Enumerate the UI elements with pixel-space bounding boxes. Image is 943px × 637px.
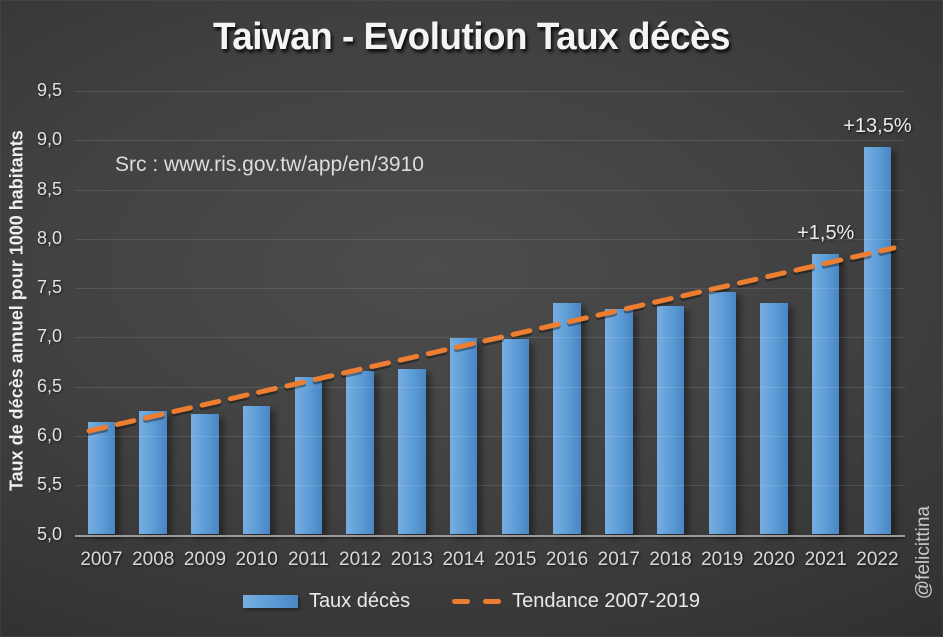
y-tick-label: 9,0: [36, 129, 62, 150]
bar-2011: [294, 376, 323, 535]
y-tick-label: 8,5: [36, 178, 62, 199]
legend-item-bars: Taux décès: [242, 590, 411, 613]
y-tick-label: 9,5: [36, 80, 62, 100]
bar-2018: [656, 305, 685, 535]
source-note: Src : www.ris.gov.tw/app/en/3910: [115, 153, 424, 176]
x-tick-label: 2009: [183, 549, 227, 570]
gridline: [75, 337, 905, 339]
x-tick-label: 2015: [494, 549, 537, 570]
bar-2008: [139, 411, 167, 535]
gridline: [75, 386, 905, 388]
chart-title: Taiwan - Evolution Taux décès: [212, 16, 731, 58]
gridline: [75, 435, 905, 437]
y-tick-label: 6,0: [36, 424, 62, 445]
x-tick-label: 2007: [80, 549, 123, 570]
annotation-2022: +13,5%: [843, 115, 912, 138]
x-tick-label: 2022: [856, 549, 899, 570]
y-tick-label: 5,0: [36, 523, 62, 544]
x-tick-label: 2011: [287, 549, 329, 570]
gridline: [75, 485, 905, 487]
bar-2009: [191, 414, 219, 535]
bar-series-swatch-icon: [242, 595, 298, 608]
bar-2017: [605, 308, 633, 535]
y-tick-label: 8,0: [36, 227, 62, 248]
bar-2021: [811, 253, 840, 535]
x-tick-label: 2019: [701, 549, 744, 570]
y-tick-label: 7,0: [36, 326, 62, 347]
gridline: [75, 288, 905, 290]
y-tick-label: 7,5: [36, 277, 62, 298]
legend: Taux décès Tendance 2007-2019: [0, 590, 943, 613]
legend-label-trend: Tendance 2007-2019: [512, 590, 701, 612]
x-tick-label: 2008: [132, 549, 175, 570]
bar-2007: [87, 422, 116, 535]
y-tick-label: 5,5: [36, 474, 62, 495]
x-tick-label: 2012: [339, 549, 382, 570]
x-tick-label: 2014: [442, 549, 485, 570]
x-tick-label: 2010: [235, 549, 278, 570]
bar-2022: [863, 147, 892, 535]
x-tick-label: 2016: [545, 549, 589, 570]
x-tick-label: 2013: [390, 549, 434, 570]
x-tick-label: 2018: [649, 549, 692, 570]
y-tick-label: 6,5: [36, 375, 62, 396]
x-tick-label: 2020: [752, 549, 796, 570]
gridline: [75, 140, 905, 142]
bar-2010: [242, 406, 271, 535]
x-axis-line: [75, 534, 905, 537]
trend-dash-icon: [452, 599, 502, 604]
bar-2019: [708, 292, 736, 535]
gridline: [75, 91, 905, 92]
annotation-2021: +1,5%: [797, 221, 855, 244]
legend-item-trend: Tendance 2007-2019: [452, 590, 700, 613]
legend-label-bars: Taux décès: [308, 590, 411, 612]
gridline: [75, 189, 905, 191]
bar-2013: [398, 368, 426, 535]
watermark: @felicittina: [913, 505, 934, 599]
x-tick-label: 2017: [597, 549, 640, 570]
x-tick-label: 2021: [804, 549, 847, 570]
bar-2012: [346, 370, 374, 535]
gridline: [75, 238, 905, 240]
